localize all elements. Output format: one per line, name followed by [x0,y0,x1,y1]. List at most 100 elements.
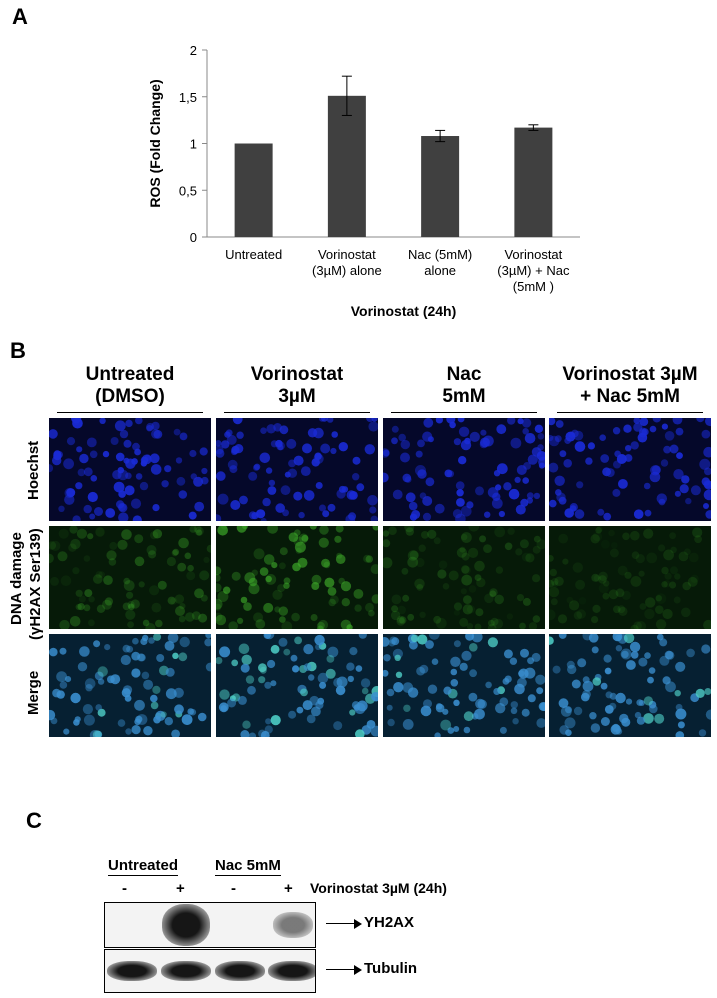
nucleus [303,490,315,501]
nucleus [283,582,290,589]
nucleus [423,418,434,428]
nucleus [333,721,343,731]
nucleus [327,646,339,658]
nucleus [259,666,267,674]
nucleus [367,495,378,506]
nucleus [531,447,542,457]
nucleus [117,539,128,550]
nucleus [300,466,311,476]
nucleus [88,596,95,603]
nucleus [227,459,238,470]
nucleus [87,533,94,540]
nucleus [134,718,141,726]
nucleus [219,646,231,658]
nucleus [416,584,424,591]
nucleus [266,424,276,434]
nucleus [216,471,226,481]
nucleus [433,615,442,624]
nucleus [139,481,149,491]
nucleus [558,698,569,709]
nucleus [263,554,275,565]
nucleus [293,455,304,466]
nucleus [630,530,640,541]
nucleus [460,505,472,517]
nucleus [404,526,415,533]
nucleus [493,688,501,695]
nucleus [510,437,522,449]
nucleus [407,613,415,621]
nucleus [369,506,377,514]
micrograph [549,526,711,629]
nucleus [705,709,711,720]
nucleus [664,431,675,441]
nucleus [572,562,583,573]
nucleus [701,644,711,654]
nucleus [564,717,576,729]
nucleus [520,498,529,507]
nucleus [130,498,142,509]
nucleus [243,602,252,611]
nucleus [121,529,132,540]
nucleus [260,517,267,521]
nucleus [566,596,574,604]
nucleus [205,662,211,672]
nucleus [452,509,463,519]
nucleus [309,526,317,530]
nucleus [271,562,278,569]
nucleus [259,452,271,464]
nucleus [662,608,673,620]
nucleus [397,605,406,615]
nucleus [576,609,586,619]
nucleus [565,729,572,736]
nucleus [619,713,629,724]
nucleus [93,640,101,648]
nucleus [83,555,91,562]
nucleus [598,575,607,584]
nucleus [143,726,153,736]
nucleus [504,675,512,683]
nucleus [631,551,640,559]
nucleus [292,562,301,572]
nucleus [655,619,667,629]
nucleus [549,434,554,442]
nucleus [335,685,346,696]
nucleus [704,688,711,695]
nucleus [69,616,81,627]
x-tick-label: (5mM ) [513,279,554,294]
nucleus [684,548,691,556]
nucleus [125,419,133,428]
nucleus [469,643,478,652]
blot-strip [104,902,316,948]
nucleus [383,654,391,662]
nucleus [165,667,175,677]
nucleus [145,623,156,629]
micrograph [49,526,211,629]
nucleus [174,594,185,604]
nucleus [549,636,554,645]
nucleus [125,609,136,620]
nucleus [248,511,257,520]
nucleus [503,482,512,491]
nucleus [330,447,337,455]
micrograph [549,634,711,737]
nucleus [456,547,467,558]
nucleus [402,682,414,693]
nucleus [336,676,348,688]
micrograph [549,418,711,521]
nucleus [495,703,506,714]
nucleus [152,529,163,539]
nucleus [453,699,460,706]
nucleus [203,556,210,563]
nucleus [409,550,419,560]
nucleus [142,619,150,627]
nucleus [322,510,330,518]
nucleus [450,656,461,667]
nucleus [630,441,639,450]
nucleus [89,513,96,520]
nucleus [144,454,151,461]
nucleus [636,716,645,725]
nucleus [549,586,560,598]
nucleus [496,463,508,475]
nucleus [282,509,289,517]
nucleus [179,432,188,441]
